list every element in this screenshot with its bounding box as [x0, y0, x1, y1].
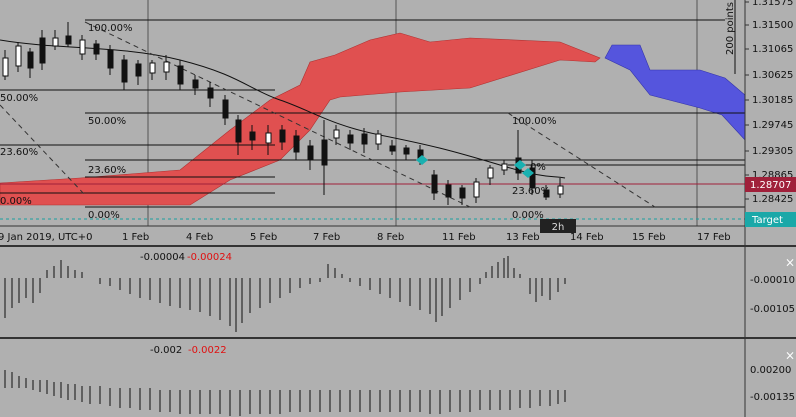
time-label: 7 Feb — [313, 232, 340, 243]
fibo-label: 50.00% — [0, 93, 38, 104]
price-axis — [745, 0, 796, 245]
price-label: 1.30625 — [752, 70, 793, 81]
close-button[interactable]: × — [785, 349, 795, 363]
cloud-bear — [0, 32, 601, 206]
timeframe: 2h — [552, 222, 565, 233]
fibo-label: 23.60% — [512, 186, 550, 197]
target-label: Target — [751, 215, 783, 226]
current-price-box — [745, 177, 796, 192]
fibo-label: 0.00% — [512, 210, 544, 221]
indicator-value: -0.0022 — [188, 345, 227, 356]
price-label: 1.28865 — [752, 170, 793, 181]
indicator-value: -0.00004 — [140, 252, 185, 263]
fibo-label: 0% — [530, 162, 546, 173]
time-label: 14 Feb — [570, 232, 604, 243]
signal-markers — [416, 155, 534, 178]
indicator-axis: -0.00135 — [750, 392, 795, 403]
time-label: 15 Feb — [632, 232, 666, 243]
time-label: 1 Feb — [122, 232, 149, 243]
target-box — [745, 212, 796, 227]
price-label: 1.30185 — [752, 95, 793, 106]
moving-average — [0, 39, 566, 179]
price-label: 1.28425 — [752, 194, 793, 205]
time-label: 5 Feb — [250, 232, 277, 243]
range-label: 200 points — [725, 2, 736, 55]
fibo-label: 23.60% — [88, 165, 126, 176]
indicator-value: -0.00024 — [187, 252, 232, 263]
price-label: 1.31065 — [752, 44, 793, 55]
indicator-value: -0.002 — [150, 345, 182, 356]
close-button[interactable]: × — [785, 256, 795, 270]
current-price: 1.28707 — [750, 180, 791, 191]
time-label: 4 Feb — [186, 232, 213, 243]
fibo-label: 0.00% — [88, 210, 120, 221]
fibo-label: 100.00% — [88, 23, 133, 34]
fibo-label: 0.00% — [0, 196, 32, 207]
time-label: 17 Feb — [697, 232, 731, 243]
price-label: 1.29305 — [752, 146, 793, 157]
fibo-lines — [0, 19, 745, 220]
indicator-axis: -0.00105 — [750, 304, 795, 315]
fibo-label: 100.00% — [512, 116, 557, 127]
price-label: 1.29745 — [752, 120, 793, 131]
price-label: 1.31575 — [752, 0, 793, 8]
time-label: 13 Feb — [506, 232, 540, 243]
fibo-label: 50.00% — [88, 116, 126, 127]
timeframe-box — [540, 219, 576, 233]
time-label: 8 Feb — [377, 232, 404, 243]
histogram — [4, 256, 566, 332]
trend-lines — [0, 21, 656, 208]
time-label: 11 Feb — [442, 232, 476, 243]
indicator-axis: -0.00010 — [750, 275, 795, 286]
indicator-axis: 0.00200 — [750, 365, 791, 376]
price-label: 1.31500 — [752, 20, 793, 31]
candle-bodies-bull — [2, 37, 564, 198]
fibo-label: 23.60% — [0, 147, 38, 158]
time-label: 9 Jan 2019, UTC+0 — [0, 232, 93, 243]
histogram — [4, 370, 566, 416]
